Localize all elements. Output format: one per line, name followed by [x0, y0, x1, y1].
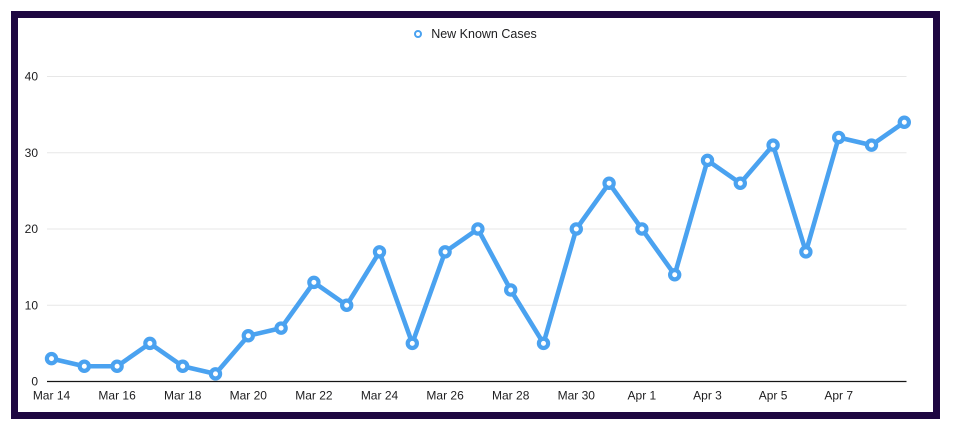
data-point-marker-mar-20 — [241, 329, 255, 343]
x-tick-label: Mar 20 — [230, 389, 268, 403]
data-point-marker-apr-5 — [766, 138, 780, 152]
chart-legend[interactable]: New Known Cases — [18, 26, 933, 42]
x-tick-label: Mar 30 — [558, 389, 596, 403]
x-tick-label: Apr 1 — [628, 389, 657, 403]
data-point-marker-apr-9 — [897, 115, 912, 129]
y-tick-label: 20 — [25, 222, 39, 236]
data-point-marker-mar-19 — [208, 367, 223, 381]
data-point-marker-mar-16 — [110, 359, 124, 373]
data-point-marker-apr-4 — [733, 176, 748, 190]
x-tick-label: Mar 22 — [295, 389, 333, 403]
x-tick-label: Apr 3 — [693, 389, 722, 403]
x-tick-label: Mar 18 — [164, 389, 202, 403]
data-point-marker-mar-30 — [569, 222, 584, 236]
data-point-marker-mar-31 — [602, 176, 616, 190]
y-tick-label: 10 — [25, 298, 39, 312]
data-point-marker-apr-8 — [864, 138, 879, 152]
data-point-marker-mar-18 — [175, 359, 190, 373]
chart-frame: New Known Cases 0 10 20 30 40 Mar 14 Mar 16 Mar… — [11, 11, 940, 419]
data-point-marker-apr-1 — [635, 222, 649, 236]
x-tick-label: Mar 24 — [361, 389, 399, 403]
data-point-marker-apr-6 — [799, 245, 813, 259]
data-point-marker-mar-21 — [274, 321, 288, 335]
x-tick-label: Mar 28 — [492, 389, 530, 403]
y-tick-label: 30 — [25, 146, 39, 160]
data-point-marker-apr-3 — [700, 153, 715, 168]
legend-series-marker-icon — [414, 30, 423, 38]
data-point-marker-apr-7 — [832, 130, 846, 145]
data-point-marker-mar-23 — [340, 298, 354, 312]
data-point-marker-mar-25 — [405, 336, 419, 351]
data-point-marker-mar-24 — [372, 245, 387, 259]
data-point-marker-mar-29 — [536, 336, 551, 351]
legend-series-label: New Known Cases — [431, 27, 537, 41]
x-tick-label: Apr 7 — [824, 389, 853, 403]
data-point-marker-mar-26 — [438, 245, 452, 259]
data-point-marker-mar-15 — [77, 359, 92, 373]
data-point-marker-mar-22 — [307, 275, 321, 290]
data-point-marker-mar-28 — [504, 283, 518, 297]
y-tick-label: 40 — [25, 70, 39, 84]
data-point-marker-mar-17 — [143, 336, 157, 351]
data-point-marker-mar-27 — [471, 222, 485, 236]
x-tick-label: Mar 14 — [33, 389, 71, 403]
x-tick-label: Apr 5 — [759, 389, 788, 403]
data-point-marker-apr-2 — [668, 268, 682, 282]
line-chart-plot: 0 10 20 30 40 Mar 14 Mar 16 Mar 18 Mar 20 Mar 22 M… — [25, 70, 912, 403]
series-line — [49, 119, 907, 377]
y-tick-label: 0 — [31, 375, 38, 389]
x-tick-label: Mar 16 — [98, 389, 136, 403]
data-point-marker-mar-14 — [44, 351, 59, 366]
x-tick-label: Mar 26 — [426, 389, 464, 403]
